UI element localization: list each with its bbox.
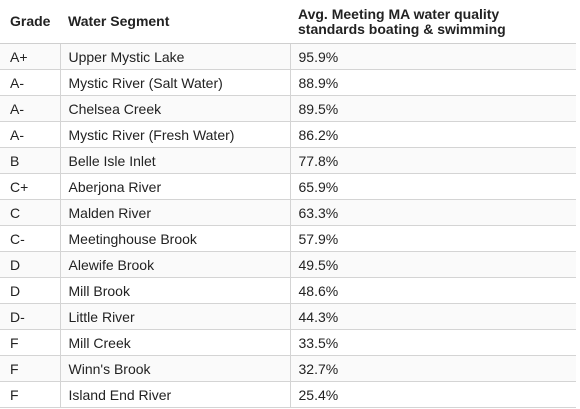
avg-percent-cell: 25.4% xyxy=(289,381,576,408)
grade-cell: A+ xyxy=(0,43,61,70)
grade-cell: F xyxy=(0,355,61,382)
water-segment-cell: Mill Brook xyxy=(59,277,291,304)
water-segment-cell: Meetinghouse Brook xyxy=(59,225,291,252)
table-row: F Island End River 25.4% xyxy=(0,381,576,408)
avg-percent-cell: 48.6% xyxy=(289,277,576,304)
avg-header-line-1: Avg. Meeting MA water quality xyxy=(298,5,500,22)
table-row: A- Mystic River (Salt Water) 88.9% xyxy=(0,69,576,96)
grade-cell: F xyxy=(0,329,61,356)
table-row: F Winn's Brook 32.7% xyxy=(0,355,576,382)
grade-cell: C+ xyxy=(0,173,61,200)
avg-percent-cell: 49.5% xyxy=(289,251,576,278)
table-row: A- Mystic River (Fresh Water) 86.2% xyxy=(0,121,576,148)
grade-column-header: Grade xyxy=(0,0,60,44)
table-row: D Alewife Brook 49.5% xyxy=(0,251,576,278)
grade-cell: A- xyxy=(0,121,61,148)
table-row: A+ Upper Mystic Lake 95.9% xyxy=(0,43,576,70)
water-segment-cell: Winn's Brook xyxy=(59,355,291,382)
avg-percent-cell: 95.9% xyxy=(289,43,576,70)
avg-percent-cell: 77.8% xyxy=(289,147,576,174)
table-row: C+ Aberjona River 65.9% xyxy=(0,173,576,200)
water-segment-column-header: Water Segment xyxy=(60,0,290,44)
table-row: B Belle Isle Inlet 77.8% xyxy=(0,147,576,174)
water-segment-cell: Belle Isle Inlet xyxy=(59,147,291,174)
avg-header-line-2: standards boating & swimming xyxy=(298,20,506,37)
avg-percent-cell: 33.5% xyxy=(289,329,576,356)
grade-cell: D xyxy=(0,251,61,278)
water-segment-cell: Mill Creek xyxy=(59,329,291,356)
grade-cell: C xyxy=(0,199,61,226)
avg-percent-cell: 63.3% xyxy=(289,199,576,226)
header-row: Grade Water Segment Avg. Meeting MA wate… xyxy=(0,0,576,44)
table-row: A- Chelsea Creek 89.5% xyxy=(0,95,576,122)
water-segment-cell: Chelsea Creek xyxy=(59,95,291,122)
table-row: C Malden River 63.3% xyxy=(0,199,576,226)
water-segment-cell: Mystic River (Fresh Water) xyxy=(59,121,291,148)
water-segment-cell: Mystic River (Salt Water) xyxy=(59,69,291,96)
water-segment-cell: Upper Mystic Lake xyxy=(59,43,291,70)
avg-percent-cell: 86.2% xyxy=(289,121,576,148)
avg-percent-cell: 89.5% xyxy=(289,95,576,122)
table-body: A+ Upper Mystic Lake 95.9% A- Mystic River (… xyxy=(0,43,576,408)
grade-cell: D xyxy=(0,277,61,304)
grade-cell: A- xyxy=(0,69,61,96)
table-row: D Mill Brook 48.6% xyxy=(0,277,576,304)
water-segment-cell: Island End River xyxy=(59,381,291,408)
avg-meeting-standards-column-header: Avg. Meeting MA water quality standards … xyxy=(290,0,576,44)
grade-cell: B xyxy=(0,147,61,174)
grade-cell: C- xyxy=(0,225,61,252)
avg-percent-cell: 57.9% xyxy=(289,225,576,252)
grade-cell: D- xyxy=(0,303,61,330)
water-segment-cell: Alewife Brook xyxy=(59,251,291,278)
water-segment-cell: Malden River xyxy=(59,199,291,226)
table-row: C- Meetinghouse Brook 57.9% xyxy=(0,225,576,252)
table-row: D- Little River 44.3% xyxy=(0,303,576,330)
water-segment-cell: Little River xyxy=(59,303,291,330)
avg-percent-cell: 65.9% xyxy=(289,173,576,200)
avg-percent-cell: 88.9% xyxy=(289,69,576,96)
grade-cell: F xyxy=(0,381,61,408)
grade-cell: A- xyxy=(0,95,61,122)
table-row: F Mill Creek 33.5% xyxy=(0,329,576,356)
avg-percent-cell: 32.7% xyxy=(289,355,576,382)
table-header: Grade Water Segment Avg. Meeting MA wate… xyxy=(0,0,576,44)
water-segment-cell: Aberjona River xyxy=(59,173,291,200)
avg-percent-cell: 44.3% xyxy=(289,303,576,330)
